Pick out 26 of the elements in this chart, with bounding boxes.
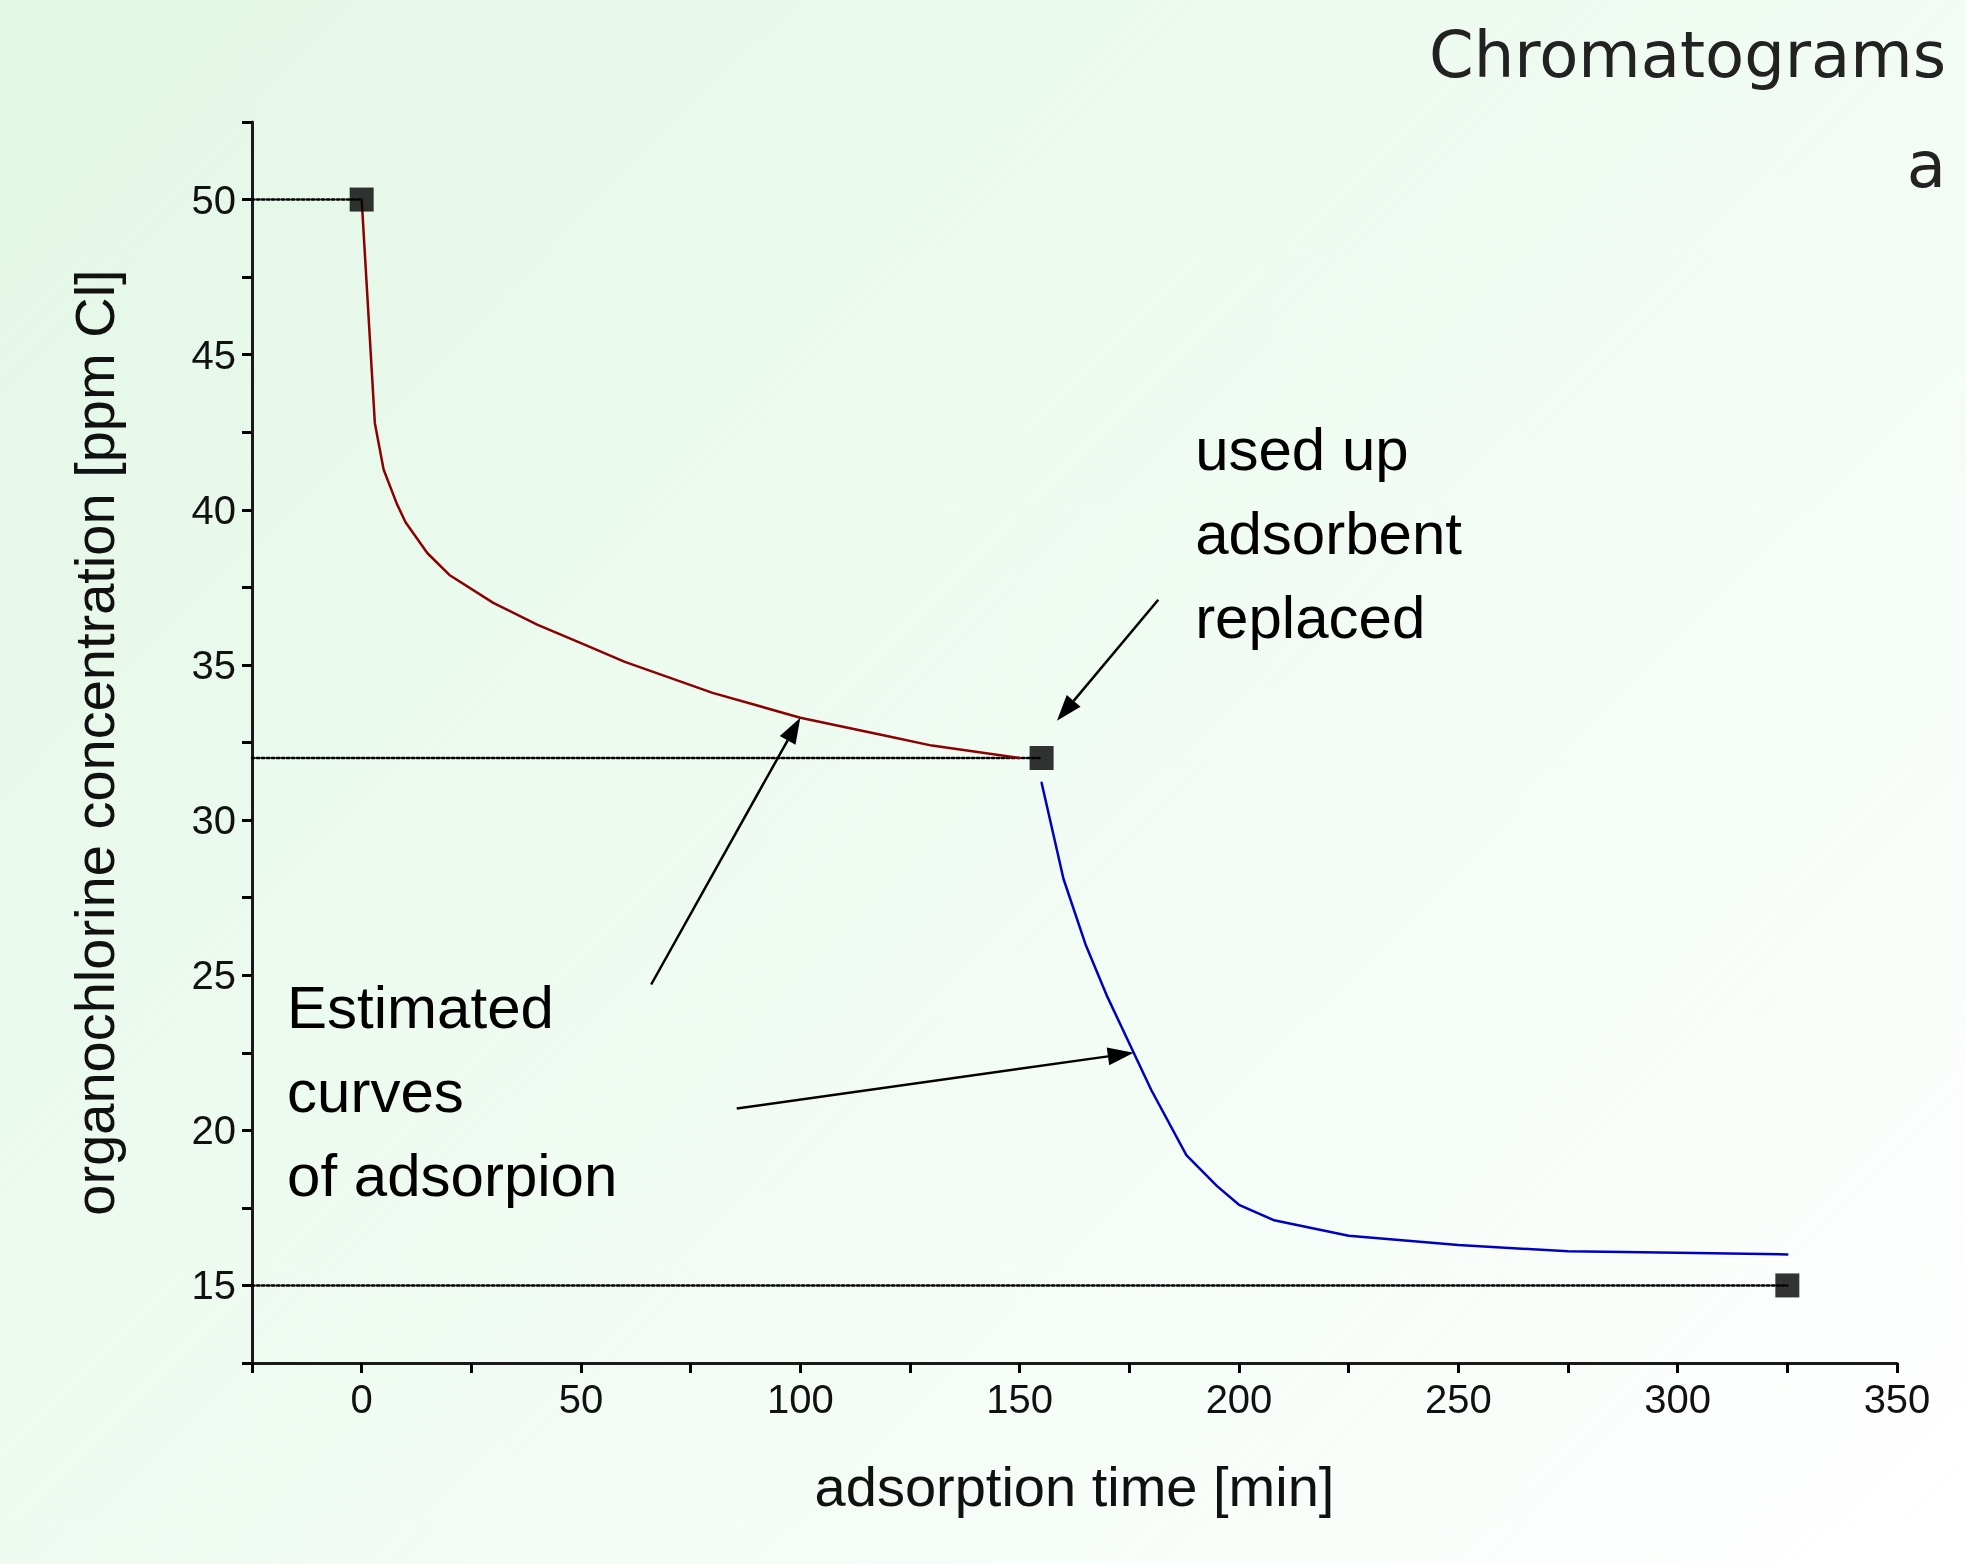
point (349, 187, 374, 212)
y-tick-label: 35 (191, 642, 236, 687)
y-tick-label: 45 (191, 332, 236, 377)
x-tick-label: 300 (1644, 1377, 1712, 1421)
y-tick-label: 40 (191, 487, 236, 532)
point (1029, 746, 1054, 771)
point (1775, 1273, 1800, 1298)
text: a (1906, 128, 1946, 202)
y-tick-label: 15 (191, 1263, 236, 1308)
x-tick-label: 50 (558, 1377, 604, 1421)
y-tick-label: 25 (191, 953, 236, 998)
y-tick-label: 20 (191, 1108, 236, 1153)
x-tick-label: 250 (1424, 1377, 1492, 1421)
line-series (1040, 781, 1789, 1256)
annotation: Estimated curves of adsorpion (287, 974, 618, 1210)
x-axis-title: adsorption time [min] (814, 1454, 1335, 1518)
x-tick-label: 150 (986, 1377, 1054, 1421)
text: Chromatograms (1429, 18, 1946, 92)
x-tick-label: 0 (350, 1377, 373, 1421)
y-tick-label: 50 (191, 177, 236, 222)
x-tick-label: 350 (1863, 1377, 1931, 1421)
x-tick-label: 100 (766, 1377, 834, 1421)
y-tick-label: 30 (191, 798, 236, 843)
annotation: used up adsorbent replaced (1195, 415, 1463, 651)
x-tick-label: 200 (1205, 1377, 1273, 1421)
y-axis-title: organochlorine concentration [ppm Cl] (62, 269, 126, 1216)
